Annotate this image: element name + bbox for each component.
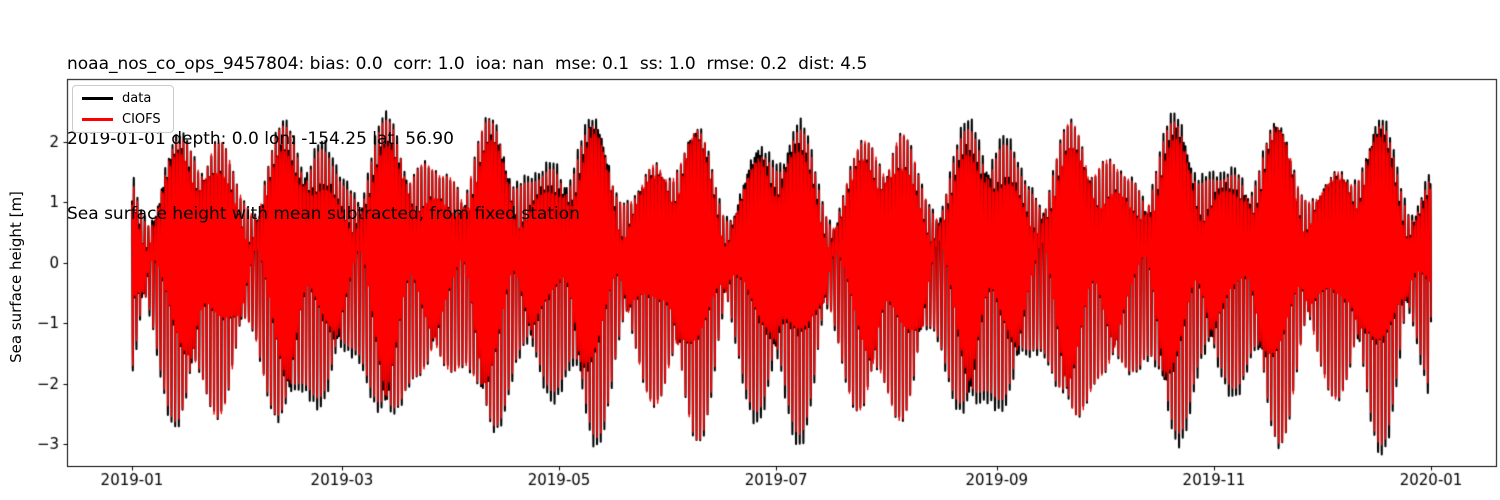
legend-line-sample-data: [82, 97, 113, 100]
title-block: noaa_nos_co_ops_9457804: bias: 0.0 corr:…: [67, 2, 867, 277]
legend-label-ciofs: CIOFS: [122, 112, 161, 127]
title-line-description: Sea surface height with mean subtracted,…: [67, 204, 580, 224]
legend-label-data: data: [122, 91, 152, 106]
legend-item-ciofs: CIOFS: [82, 112, 161, 127]
y-axis-label: Sea surface height [m]: [7, 191, 25, 363]
title-line-stats: noaa_nos_co_ops_9457804: bias: 0.0 corr:…: [67, 54, 868, 74]
legend-item-data: data: [82, 91, 161, 106]
legend: data CIOFS: [72, 85, 174, 133]
title-line-station-info: 2019-01-01 depth: 0.0 lon: -154.25 lat: …: [67, 129, 454, 149]
legend-line-sample-ciofs: [82, 118, 113, 121]
